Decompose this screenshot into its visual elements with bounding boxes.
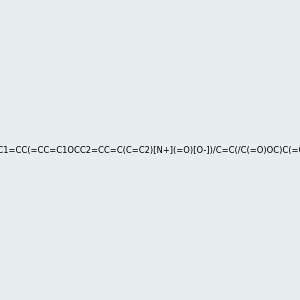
- Text: CCOC1=CC(=CC=C1OCC2=CC=C(C=C2)[N+](=O)[O-])/C=C(/C(=O)OC)C(=O)OC: CCOC1=CC(=CC=C1OCC2=CC=C(C=C2)[N+](=O)[O…: [0, 146, 300, 154]
